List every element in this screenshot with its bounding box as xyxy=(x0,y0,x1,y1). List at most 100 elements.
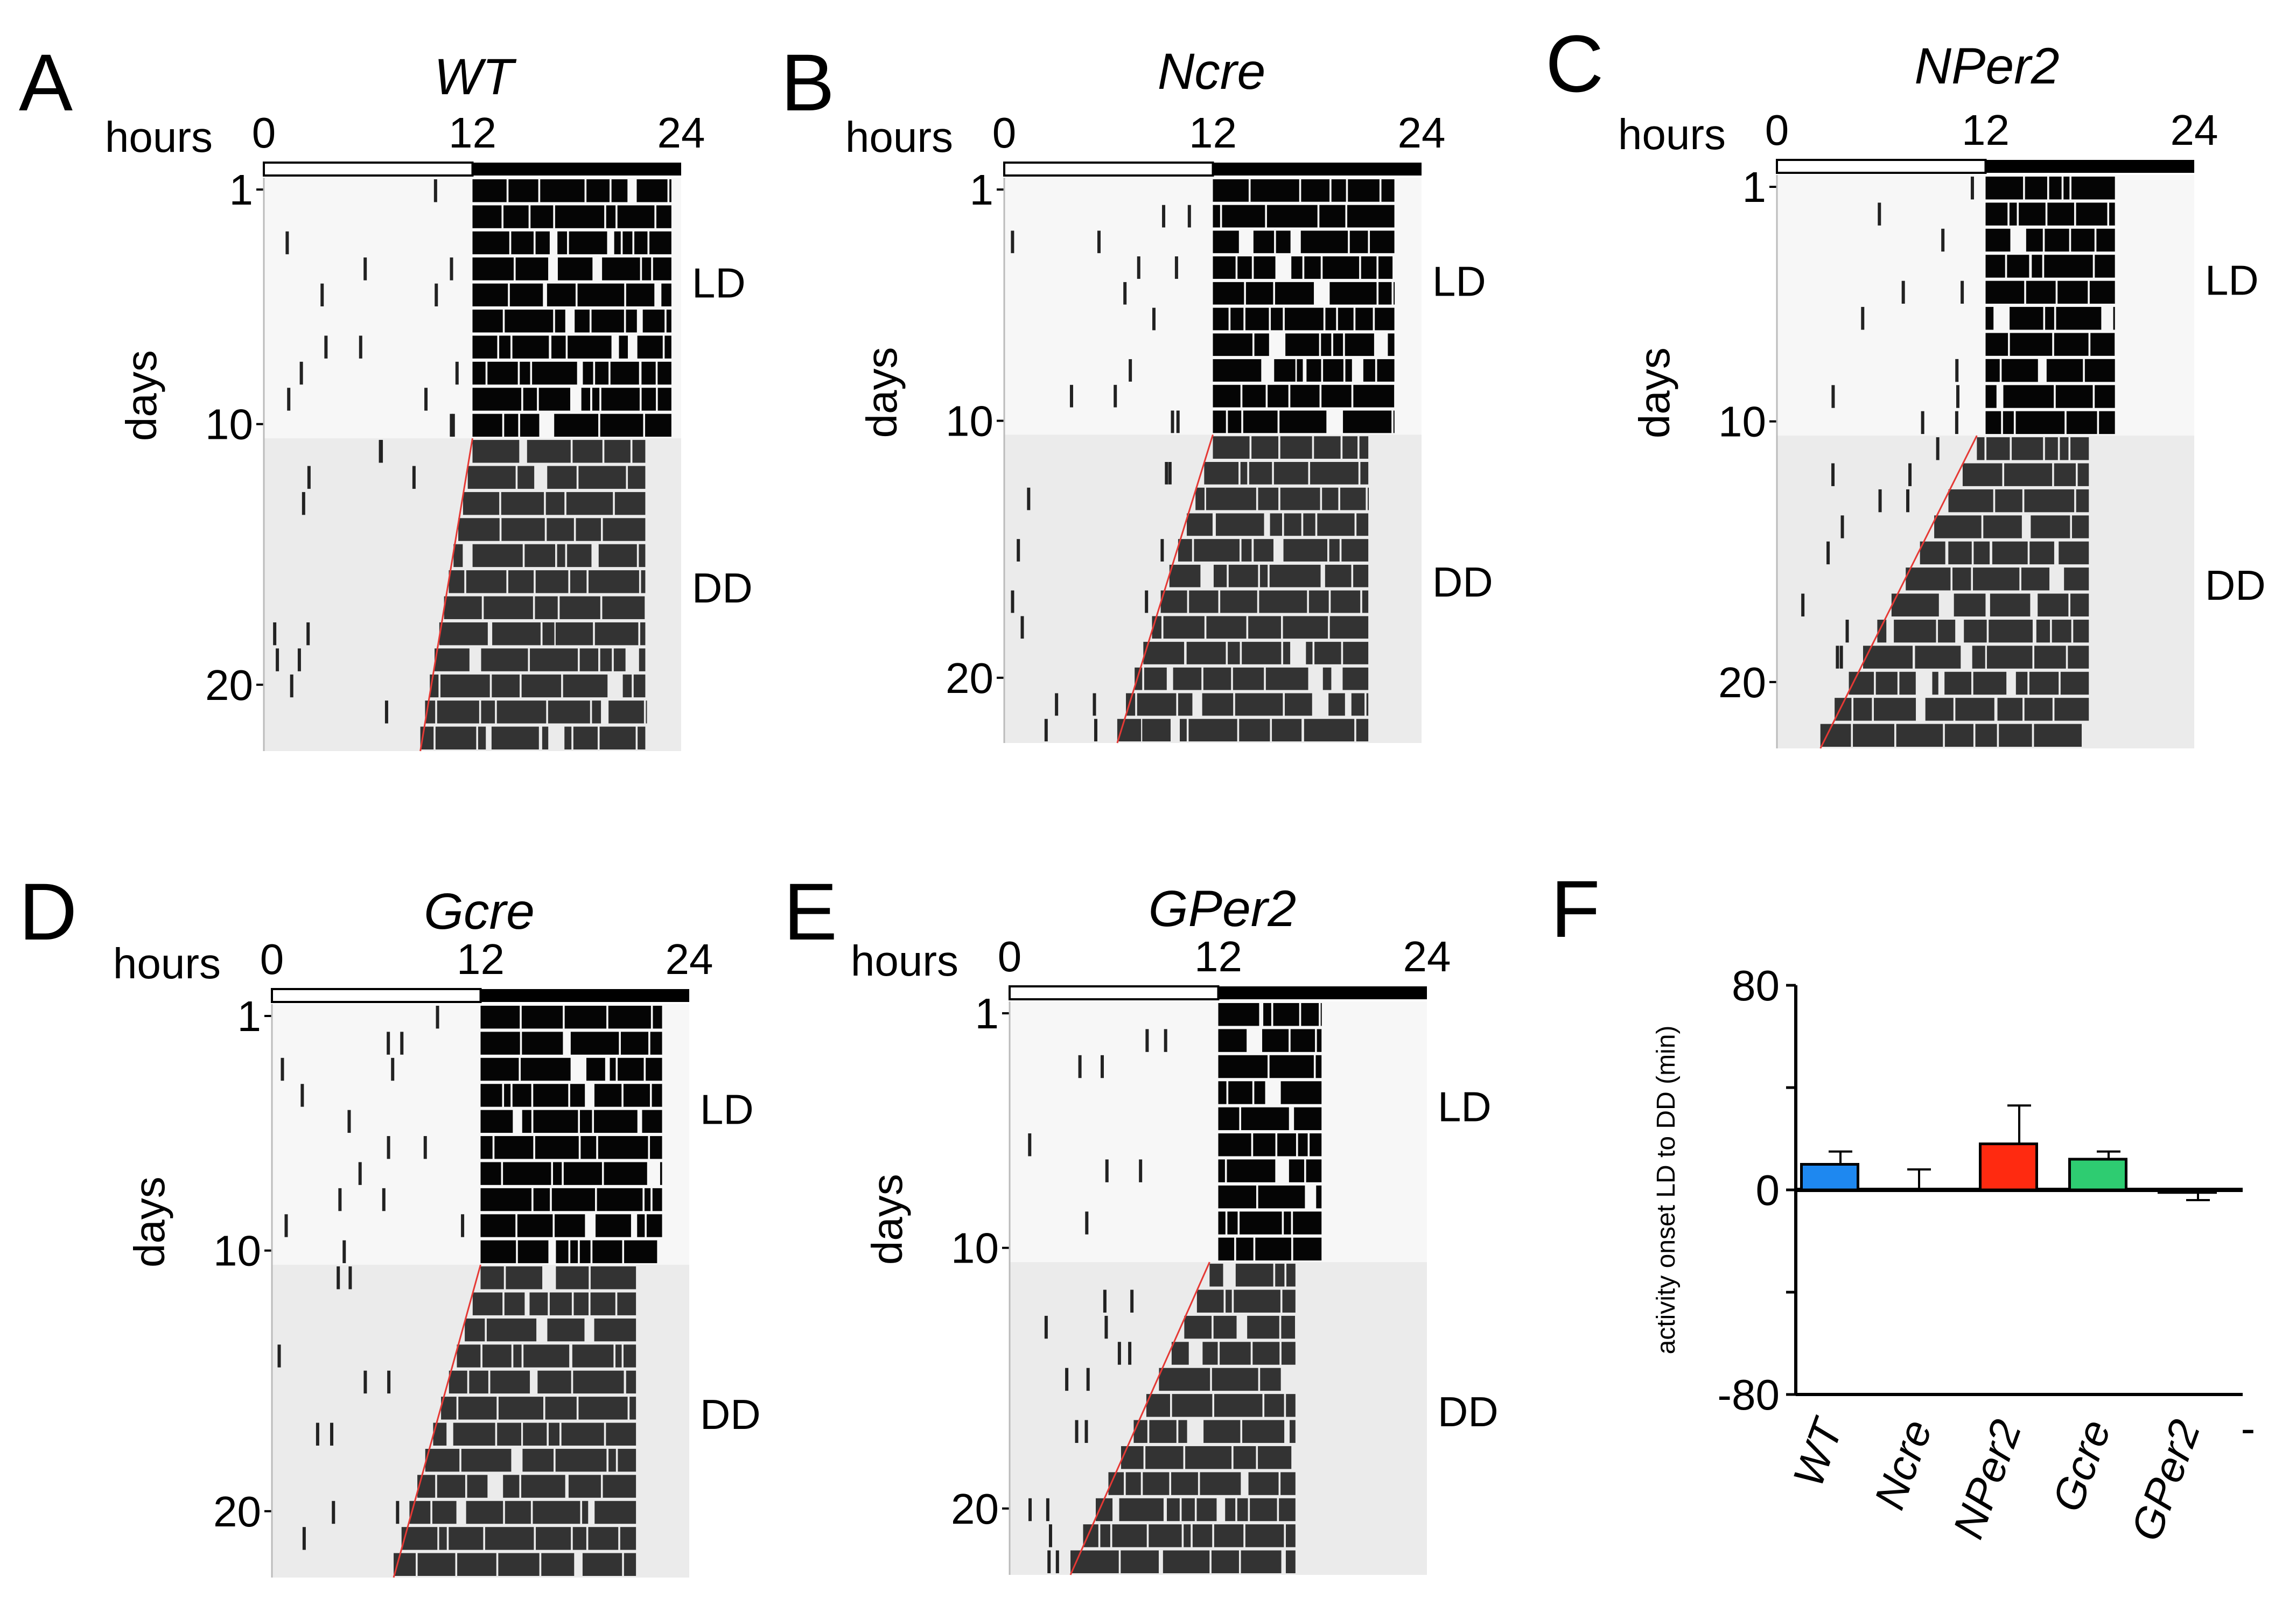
activity-tick xyxy=(436,1006,439,1029)
activity-bout xyxy=(2024,489,2075,513)
activity-tick xyxy=(1123,282,1127,305)
activity-bout xyxy=(591,310,624,333)
activity-bout xyxy=(1314,642,1341,664)
activity-bout xyxy=(2054,463,2076,486)
activity-tick xyxy=(1970,177,1974,200)
activity-bout xyxy=(595,361,609,385)
activity-bout xyxy=(480,1240,516,1264)
activity-bout xyxy=(1245,282,1273,305)
activity-tick xyxy=(1941,228,1945,252)
activity-bout xyxy=(592,388,600,411)
activity-tick xyxy=(276,648,279,671)
activity-bout xyxy=(1213,359,1262,382)
activity-bout xyxy=(561,1422,604,1446)
activity-bout xyxy=(1388,333,1395,356)
activity-bout xyxy=(572,440,603,463)
activity-bout xyxy=(1218,1107,1240,1131)
activity-bout xyxy=(566,492,613,515)
activity-bout xyxy=(622,674,632,698)
activity-bout xyxy=(555,205,605,228)
activity-bout xyxy=(586,179,610,202)
dd-label: DD xyxy=(692,564,753,612)
activity-bout xyxy=(598,1136,648,1159)
activity-tick xyxy=(1145,590,1149,613)
activity-bout xyxy=(1301,179,1330,202)
activity-bout xyxy=(608,1448,616,1472)
activity-bout xyxy=(614,231,621,255)
activity-bout xyxy=(642,310,665,333)
actogram-panel-e: E GPer2 hours 0 12 24 1 10 20 days LD DD xyxy=(783,866,1499,1575)
activity-bout xyxy=(1245,1524,1284,1547)
activity-tick xyxy=(450,257,453,281)
activity-bout xyxy=(1356,719,1369,741)
activity-bout xyxy=(466,1501,503,1524)
activity-bout xyxy=(1253,230,1275,254)
activity-tick xyxy=(300,1084,304,1107)
panel-letter: A xyxy=(19,37,73,128)
activity-tick xyxy=(363,1370,367,1394)
activity-tick xyxy=(379,440,382,463)
activity-bout xyxy=(602,257,640,281)
activity-bout xyxy=(1186,642,1226,664)
activity-tick xyxy=(1152,307,1156,331)
activity-bout xyxy=(1279,410,1327,433)
activity-bout xyxy=(608,1006,651,1029)
y-tick-label: -80 xyxy=(1717,1371,1780,1419)
activity-tick xyxy=(306,622,310,646)
activity-bout xyxy=(1264,1394,1284,1417)
activity-bout xyxy=(2003,385,2054,408)
activity-bout xyxy=(669,179,671,202)
activity-bout xyxy=(1985,228,2011,252)
activity-bout xyxy=(606,205,616,228)
activity-bout xyxy=(1243,410,1278,433)
hour-tick-label: 12 xyxy=(1962,106,2010,154)
activity-bout xyxy=(1171,1342,1189,1365)
activity-bout xyxy=(498,1397,543,1420)
activity-tick xyxy=(330,1422,334,1446)
hour-tick-label: 24 xyxy=(657,109,705,157)
activity-bout xyxy=(1323,359,1343,382)
activity-bout xyxy=(594,622,639,646)
activity-tick xyxy=(382,1188,386,1211)
genotype-title: WT xyxy=(434,48,517,106)
activity-bout xyxy=(1366,693,1369,716)
activity-bout xyxy=(1973,541,1990,565)
activity-bout xyxy=(535,231,550,255)
activity-bout xyxy=(1293,1211,1322,1235)
dd-background xyxy=(264,438,681,751)
activity-bout xyxy=(1233,667,1264,690)
activity-bout xyxy=(435,648,470,671)
activity-bout xyxy=(564,1006,607,1029)
activity-bout xyxy=(1280,1472,1296,1495)
activity-bout xyxy=(548,700,590,724)
activity-bout xyxy=(1245,307,1269,331)
activity-bout xyxy=(641,570,646,593)
activity-bout xyxy=(1250,179,1299,202)
activity-bout xyxy=(1906,567,1951,591)
activity-bout xyxy=(1863,646,1913,669)
activity-bout xyxy=(579,1110,592,1133)
activity-tick xyxy=(1168,462,1172,485)
activity-bout xyxy=(1290,1029,1315,1052)
activity-bout xyxy=(2029,541,2054,565)
activity-bout xyxy=(1121,1550,1159,1573)
activity-bout xyxy=(1985,255,2005,278)
activity-bout xyxy=(1962,463,2003,486)
activity-bout xyxy=(548,1422,560,1446)
activity-bout xyxy=(2010,333,2053,356)
activity-bout xyxy=(535,570,569,593)
activity-bout xyxy=(472,388,522,411)
activity-bout xyxy=(1360,462,1369,485)
activity-bout xyxy=(2001,359,2038,382)
activity-tick xyxy=(1162,205,1166,228)
activity-bout xyxy=(2032,255,2042,278)
activity-bout xyxy=(511,231,534,255)
activity-bout xyxy=(2036,619,2050,643)
hour-tick-label: 0 xyxy=(260,935,284,983)
panel-letter: B xyxy=(781,37,835,128)
activity-bout xyxy=(1985,359,2000,382)
activity-bout xyxy=(1259,590,1307,613)
activity-bout xyxy=(1209,1264,1223,1287)
activity-bout xyxy=(1345,333,1374,356)
activity-bout xyxy=(1218,1237,1235,1261)
